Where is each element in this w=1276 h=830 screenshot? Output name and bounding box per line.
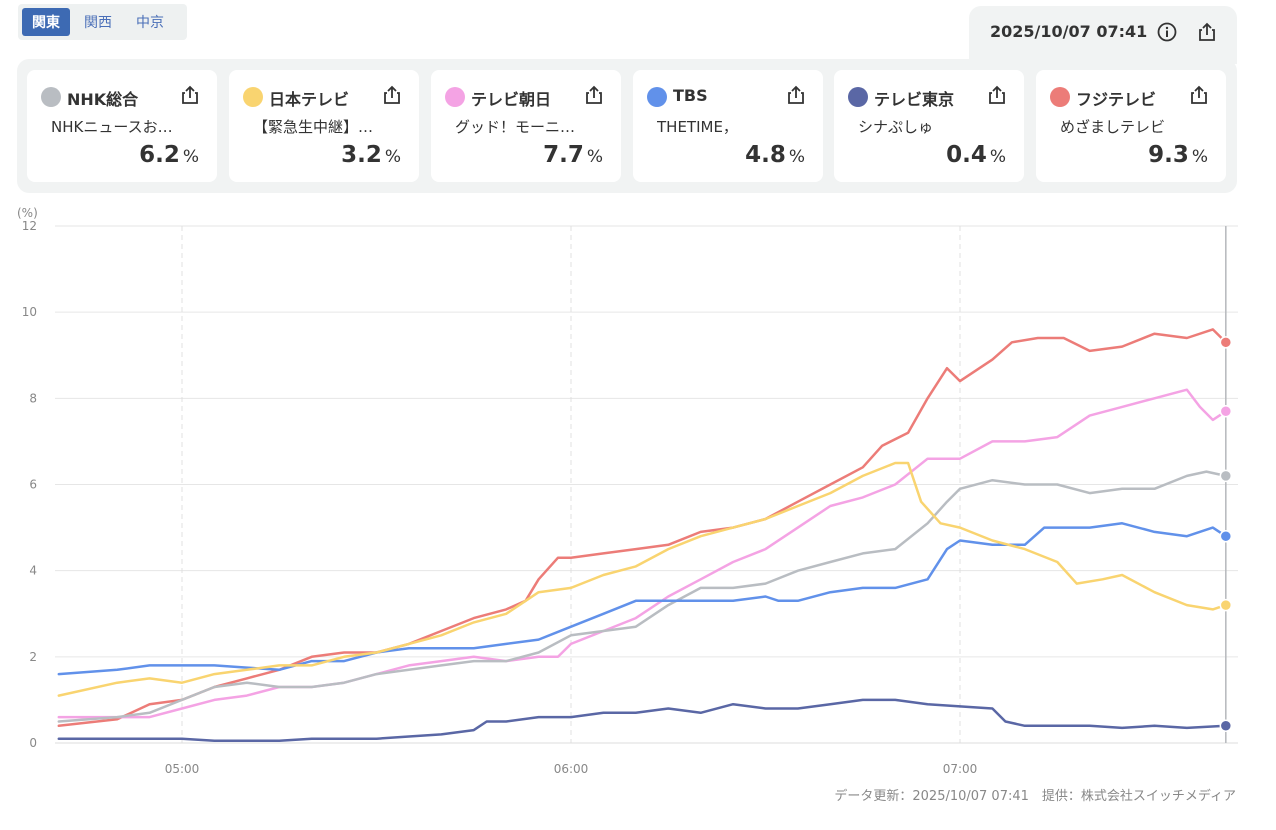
update-timestamp: 2025/10/07 07:41 [990, 22, 1148, 41]
share-icon[interactable] [785, 84, 807, 106]
rating-value: 4.8% [745, 142, 805, 168]
x-tick-label: 07:00 [943, 762, 978, 776]
series-end-marker-テレビ朝日 [1219, 405, 1233, 418]
channel-card-5[interactable]: フジテレビ めざましテレビ 9.3% [1036, 70, 1226, 182]
share-icon[interactable] [583, 84, 605, 106]
y-tick-label: 10 [22, 305, 37, 319]
rating-value: 7.7% [543, 142, 603, 168]
ratings-panel [17, 59, 1237, 193]
rating-unit: % [182, 147, 199, 167]
series-line-テレビ東京 [57, 698, 1228, 743]
channel-color-dot [647, 87, 667, 107]
series-end-marker-TBS [1219, 529, 1233, 543]
y-tick-label: 2 [29, 650, 37, 664]
share-icon[interactable] [1196, 21, 1218, 43]
channel-name: 日本テレビ [269, 90, 350, 109]
series-line-NHK総合 [57, 470, 1228, 723]
region-tab-kansai[interactable]: 関西 [84, 15, 112, 31]
program-title: 【緊急生中継】… [253, 118, 374, 136]
share-icon[interactable] [1188, 84, 1210, 106]
channel-card-2[interactable]: テレビ朝日 グッド！モーニ… 7.7% [431, 70, 621, 182]
channel-color-dot [1050, 87, 1070, 107]
series-end-marker-日本テレビ [1219, 598, 1233, 612]
channel-card-1[interactable]: 日本テレビ 【緊急生中継】… 3.2% [229, 70, 419, 182]
series-line-TBS [57, 522, 1228, 676]
rating-unit: % [1191, 147, 1208, 167]
y-tick-label: 12 [22, 219, 37, 233]
share-icon[interactable] [179, 84, 201, 106]
share-icon[interactable] [986, 84, 1008, 106]
rating-value: 9.3% [1148, 142, 1208, 168]
rating-value: 0.4% [946, 142, 1006, 168]
series-end-marker-テレビ東京 [1219, 719, 1233, 733]
channel-name: テレビ朝日 [471, 90, 552, 109]
rating-value: 3.2% [341, 142, 401, 168]
y-tick-label: 0 [29, 736, 37, 750]
channel-name: NHK総合 [67, 90, 139, 109]
program-title: THETIME， [657, 118, 738, 136]
y-axis-label: (%) [17, 206, 38, 220]
rating-unit: % [989, 147, 1006, 167]
channel-name: TBS [673, 86, 708, 105]
y-tick-label: 8 [29, 391, 37, 405]
channel-color-dot [848, 87, 868, 107]
channel-name: フジテレビ [1076, 90, 1157, 109]
channel-name: テレビ東京 [874, 90, 955, 109]
program-title: グッド！モーニ… [455, 118, 576, 136]
program-title: めざましテレビ [1060, 118, 1166, 136]
program-title: シナぷしゅ [858, 118, 934, 136]
series-end-marker-NHK総合 [1219, 469, 1233, 483]
series-line-テレビ朝日 [57, 388, 1228, 719]
rating-unit: % [788, 147, 805, 167]
info-icon[interactable] [1156, 21, 1178, 43]
channel-color-dot [243, 87, 263, 107]
rating-value: 6.2% [139, 142, 199, 168]
series-end-marker-フジテレビ [1219, 336, 1233, 349]
rating-unit: % [586, 147, 603, 167]
ratings-line-chart: 0 2 4 6 8 10 12(%) 05:00 06:00 07:00 [17, 206, 1238, 776]
channel-color-dot [41, 87, 61, 107]
region-tab-chukyo[interactable]: 中京 [136, 15, 164, 31]
series-line-日本テレビ [57, 461, 1228, 697]
series-line-フジテレビ [57, 328, 1228, 728]
program-title: NHKニュースお… [51, 118, 173, 136]
y-tick-label: 6 [29, 478, 37, 492]
timestamp-tab [969, 6, 1237, 64]
y-tick-label: 4 [29, 564, 37, 578]
channel-card-4[interactable]: テレビ東京 シナぷしゅ 0.4% [834, 70, 1024, 182]
channel-card-0[interactable]: NHK総合 NHKニュースお… 6.2% [27, 70, 217, 182]
region-tab-kanto[interactable]: 関東 [22, 8, 70, 36]
share-icon[interactable] [381, 84, 403, 106]
rating-unit: % [384, 147, 401, 167]
channel-color-dot [445, 87, 465, 107]
x-tick-label: 06:00 [554, 762, 589, 776]
x-tick-label: 05:00 [165, 762, 200, 776]
region-tabs: 関東 関西 中京 [18, 4, 187, 40]
footer-credit: データ更新：2025/10/07 07:41 提供：株式会社スイッチメディア [834, 789, 1236, 804]
channel-card-3[interactable]: TBS THETIME， 4.8% [633, 70, 823, 182]
